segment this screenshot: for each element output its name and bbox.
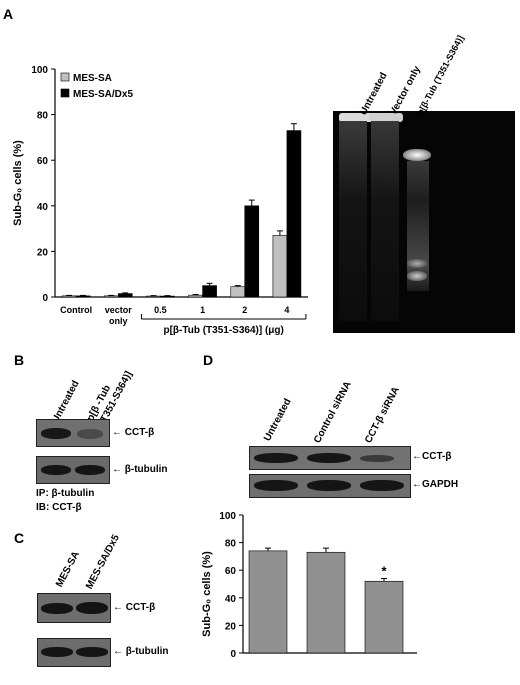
bar-mes-sa-dx5-5 xyxy=(286,130,302,298)
gel-band-peptide-top xyxy=(403,149,431,161)
gel-band-peptide-low2 xyxy=(407,271,427,281)
gel-band-peptide-low1 xyxy=(407,259,427,268)
bar-mes-sa-2 xyxy=(146,295,161,298)
gel-lane-untreated xyxy=(339,121,367,321)
bar-mes-sa-dx5-3 xyxy=(202,285,217,298)
panel-c-lane-1: MES-SA xyxy=(54,549,82,590)
d-y-tick-label-3: 60 xyxy=(225,566,237,577)
panel-b-ib: IB: CCT-β xyxy=(36,502,82,513)
bar-mes-sa-dx5-1 xyxy=(117,293,133,298)
bar-mes-sa-5 xyxy=(272,235,288,298)
legend-swatch-0 xyxy=(60,72,70,82)
d-significance-star: * xyxy=(381,563,387,578)
d-bar-1 xyxy=(306,551,346,654)
panel-c-blot-tubulin xyxy=(37,638,111,667)
legend-label-1: MES-SA/Dx5 xyxy=(73,89,133,100)
x-tick-label-2: 0.5 xyxy=(154,305,167,315)
gel-well-untreated xyxy=(339,113,375,122)
panel-a-bar-chart: 0 20 40 60 80 100 Sub-G₀ cells (%) Control vecto… xyxy=(12,65,308,336)
x-tick-label-0: Control xyxy=(60,305,92,315)
panel-b-label-cct: ← CCT-β xyxy=(112,427,155,438)
panel-d-lane-3: CCT-β siRNA xyxy=(363,385,402,446)
panel-a-letter: A xyxy=(3,6,14,22)
gel-well-vector xyxy=(369,113,403,122)
panel-b-label-tubulin: ← β-tubulin xyxy=(112,464,168,475)
panel-d-blot-gapdh xyxy=(249,474,411,498)
gel-smear-peptide xyxy=(407,161,429,291)
panel-d-bar-chart: 0 20 40 60 80 100 Sub-G₀ cells (%) * xyxy=(201,511,417,660)
panel-d-letter: D xyxy=(203,352,214,368)
panel-b-blot-cct xyxy=(36,419,110,447)
x-tick-label-1-b: only xyxy=(109,316,128,326)
y-tick-label-0: 0 xyxy=(42,293,48,304)
y-tick-label-5: 100 xyxy=(31,65,48,76)
y-tick-label-2: 40 xyxy=(37,202,49,213)
x-tick-label-4: 2 xyxy=(242,305,247,315)
panel-d-label-cct: ←CCT-β xyxy=(412,451,452,462)
x-tick-label-1: vector xyxy=(105,305,133,315)
d-y-tick-label-4: 80 xyxy=(225,539,237,550)
y-tick-label-3: 60 xyxy=(37,156,49,167)
panel-b-ip: IP: β-tubulin xyxy=(36,488,95,499)
d-y-tick-label-5: 100 xyxy=(219,511,236,522)
bar-mes-sa-dx5-2 xyxy=(160,295,175,298)
legend-label-0: MES-SA xyxy=(73,73,112,84)
x-tick-label-5: 4 xyxy=(284,305,289,315)
panel-c-lane-2: MES-SA/Dx5 xyxy=(84,533,122,592)
y-tick-label-4: 80 xyxy=(37,111,49,122)
bar-mes-sa-dx5-4 xyxy=(244,205,260,298)
gel-lane-vector xyxy=(371,121,399,321)
panel-c-blot-cct xyxy=(37,593,111,623)
bar-mes-sa-1 xyxy=(103,295,119,298)
panel-b-blot-tubulin xyxy=(36,456,110,484)
d-y-tick-label-1: 20 xyxy=(225,621,237,632)
d-bar-0 xyxy=(248,550,288,654)
x-tick-label-3: 1 xyxy=(200,305,205,315)
y-axis-label: Sub-G₀ cells (%) xyxy=(12,140,24,226)
panel-d-lane-2: Control siRNA xyxy=(312,379,354,446)
bar-mes-sa-0 xyxy=(61,295,77,298)
panel-d-lane-1: Untreated xyxy=(262,396,294,444)
d-y-axis-label: Sub-G₀ cells (%) xyxy=(201,551,213,637)
d-y-tick-label-2: 40 xyxy=(225,594,237,605)
gel-image xyxy=(333,111,515,333)
panel-c-label-cct: ← CCT-β xyxy=(113,602,156,613)
panel-d-label-gapdh: ←GAPDH xyxy=(412,479,459,490)
panel-c-letter: C xyxy=(14,530,25,546)
bar-mes-sa-4 xyxy=(230,286,246,298)
bar-mes-sa-3 xyxy=(188,294,203,298)
x-axis-label: p[β-Tub (T351-S364)] (μg) xyxy=(163,325,283,336)
y-tick-label-1: 20 xyxy=(37,247,49,258)
bar-mes-sa-dx5-0 xyxy=(75,295,91,298)
legend-swatch-1 xyxy=(60,88,70,98)
d-bar-2 xyxy=(364,580,404,654)
panel-d-blot-cct xyxy=(249,446,411,470)
d-y-tick-label-0: 0 xyxy=(230,649,236,660)
panel-c-label-tubulin: ← β-tubulin xyxy=(113,646,169,657)
panel-b-letter: B xyxy=(14,352,25,368)
gel-lane-label-3: p[β-Tub (T351-S364)] xyxy=(415,33,466,117)
